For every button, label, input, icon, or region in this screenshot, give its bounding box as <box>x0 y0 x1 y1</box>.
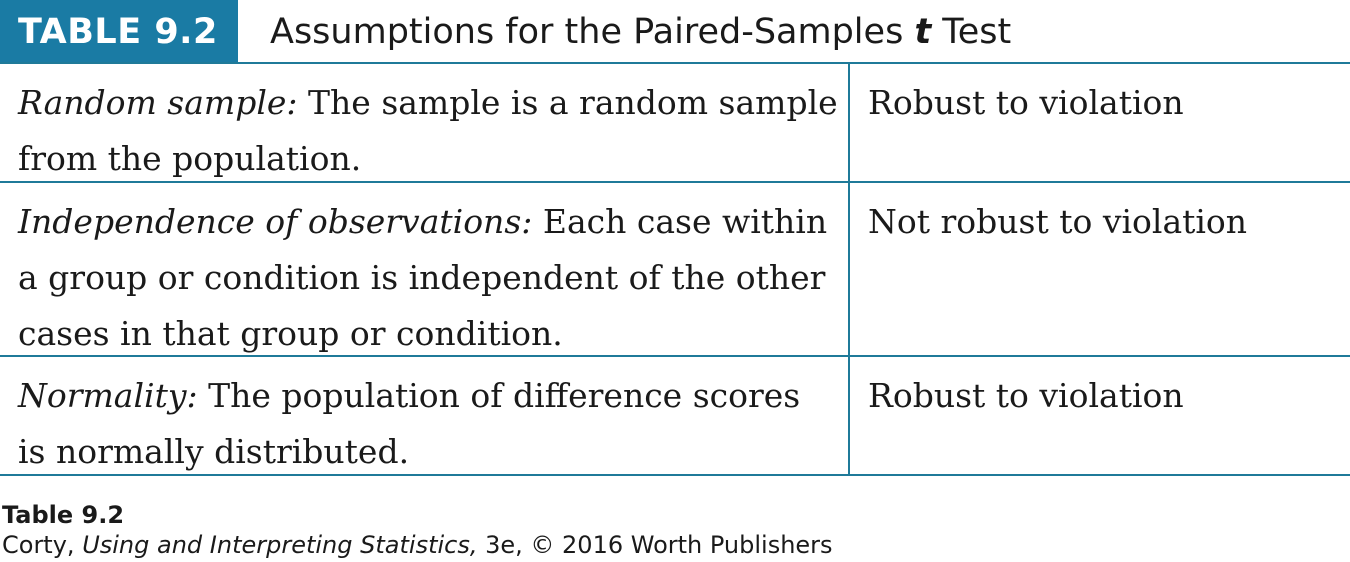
assumption-description: The sample is a random sample from the p… <box>18 83 838 178</box>
assumption-term: Normality: <box>18 376 198 415</box>
table-title-italic: t <box>914 12 932 52</box>
table-title: Assumptions for the Paired-Samples t Tes… <box>238 0 1011 62</box>
table-title-start: Assumptions for the Paired-Samples <box>270 12 915 52</box>
table-header: TABLE 9.2 Assumptions for the Paired-Sam… <box>0 0 1350 64</box>
table-title-end: Test <box>931 12 1012 52</box>
table-number-badge: TABLE 9.2 <box>0 0 238 62</box>
assumption-term: Independence of observations: <box>18 202 533 241</box>
robustness-cell: Robust to violation <box>868 376 1184 415</box>
assumptions-table: TABLE 9.2 Assumptions for the Paired-Sam… <box>0 0 1350 476</box>
credit-author: Corty, <box>2 531 83 559</box>
assumption-cell: Normality: The population of difference … <box>0 357 850 474</box>
table-body: Random sample: The sample is a random sa… <box>0 64 1350 476</box>
table-row: Normality: The population of difference … <box>0 357 1350 476</box>
footer-credit: Corty, Using and Interpreting Statistics… <box>0 530 833 560</box>
assumption-cell: Independence of observations: Each case … <box>0 183 850 355</box>
robustness-cell: Robust to violation <box>868 83 1184 122</box>
assumption-cell: Random sample: The sample is a random sa… <box>0 64 850 181</box>
footer-table-label: Table 9.2 <box>2 501 125 529</box>
assumption-description: The population of difference scores is n… <box>18 376 801 471</box>
figure-footer: Table 9.2 Corty, Using and Interpreting … <box>0 500 833 560</box>
credit-edition: 3e, © 2016 Worth Publishers <box>477 531 833 559</box>
robustness-cell: Not robust to violation <box>868 202 1248 241</box>
table-row: Independence of observations: Each case … <box>0 183 1350 357</box>
assumption-term: Random sample: <box>18 83 298 122</box>
credit-book-title: Using and Interpreting Statistics, <box>82 531 478 559</box>
table-row: Random sample: The sample is a random sa… <box>0 64 1350 183</box>
assumption-description: Each case within a group or condition is… <box>18 202 828 353</box>
